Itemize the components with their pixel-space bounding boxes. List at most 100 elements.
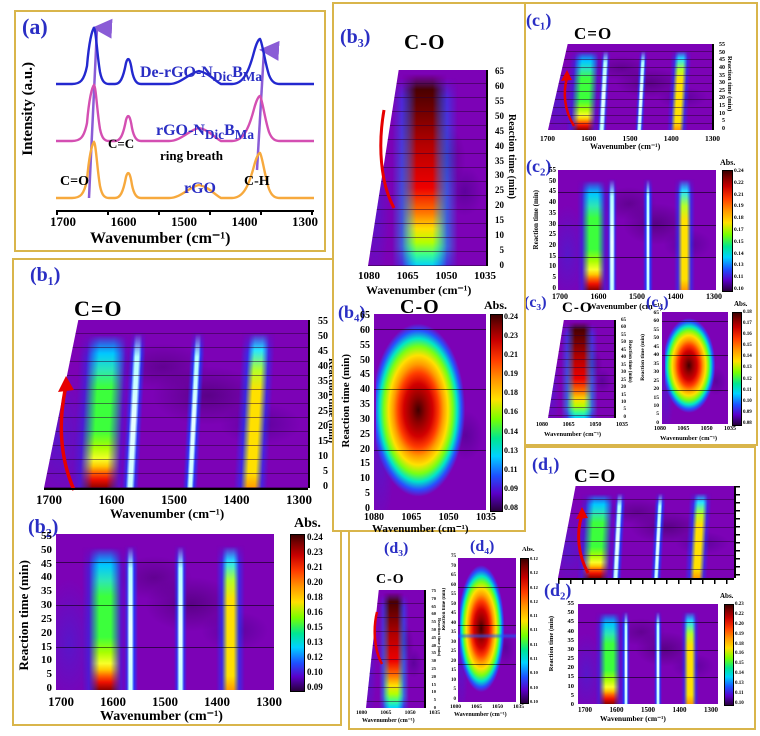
c3-right-tick-labels: 0 5 10 15 20 25 30 35 40 45 50 55 60 65	[617, 318, 626, 420]
panel-c1: C=O 0 5 10 15 20 25 30 3	[536, 8, 754, 156]
tick-label: 55	[41, 530, 52, 542]
tick-label: 45	[41, 557, 52, 570]
tick-label: 0.20	[735, 621, 744, 627]
d4-colorbar	[520, 558, 529, 704]
band-cc	[126, 534, 135, 690]
panel-d4-heatmap	[458, 558, 516, 702]
gridline-20	[662, 389, 728, 391]
tick-label: 40	[431, 642, 437, 648]
c4-x-axis-label: Wavenumber (cm⁻¹)	[660, 435, 718, 442]
tick-label: 1500	[629, 292, 645, 301]
tick-label: 5	[722, 118, 725, 125]
b4-colorbar-ticks: 0.24 0.23 0.21 0.19 0.18 0.16 0.14 0.13 0.11 0.09…	[504, 312, 518, 512]
tick-label: 0.24	[307, 532, 323, 542]
red-arrow-icon	[576, 507, 590, 574]
tick-label: 0	[499, 259, 505, 270]
tick-label: 55	[549, 166, 556, 174]
waterfall-lines	[558, 486, 734, 578]
tick-label: 0.24	[504, 312, 518, 321]
d3-x-tick-labels: 1080 1065 1050 1035	[356, 710, 440, 716]
panel-c3-title: C-O	[562, 300, 593, 316]
tick-label: 0.10	[307, 667, 323, 677]
tick-label: 1600	[110, 214, 137, 229]
d2-colorbar	[724, 604, 734, 706]
gridline-15	[56, 647, 274, 649]
tick-label: 35	[318, 376, 328, 387]
tick-label: 5	[623, 407, 627, 413]
gridline-20	[374, 449, 486, 451]
tick-label: 0.21	[307, 562, 323, 572]
tick-label: 1065	[471, 704, 482, 710]
tick-label: 10	[719, 110, 725, 117]
panel-a-plot: De-rGO-NDicBMa rGO-NDicBMa rGO C=O C=C r…	[54, 18, 316, 212]
c4-colorbar	[732, 312, 742, 426]
tick-label: 0	[570, 700, 574, 708]
group-box-a: (a) Intensity (a.u.) De-rGO-NDicBMa rGO-…	[14, 10, 326, 252]
b4-x-axis-label: Wavenumber (cm⁻¹)	[372, 523, 469, 535]
gridline-15	[558, 257, 716, 259]
gridline-60	[374, 329, 486, 331]
tick-label: 65	[360, 310, 370, 321]
tick-label: 0	[722, 125, 725, 132]
c2-y-axis-label: Reaction time (min)	[532, 190, 540, 250]
tick-label: 15	[719, 103, 725, 109]
b2-colorbar-title: Abs.	[294, 516, 321, 531]
a-y-axis-label: Intensity (a.u.)	[20, 62, 36, 156]
tick-label: 30	[495, 170, 504, 181]
group-box-b12: (b₁) C=O	[12, 258, 342, 726]
tick-label: 0.08	[504, 502, 518, 512]
tick-label: 10	[567, 682, 575, 690]
gridline-30	[56, 604, 274, 606]
curve-label-rgo: rGO	[184, 180, 216, 197]
tick-label: 1080	[356, 710, 367, 716]
tick-label: 50	[719, 49, 725, 56]
panel-b3-title: C-O	[404, 30, 446, 54]
gridline-40	[374, 389, 486, 391]
panel-b1: C=O 0 5 10 15 20 25 30 3	[18, 268, 337, 521]
tick-label: 40	[451, 620, 456, 626]
tick-label: 20	[653, 386, 660, 393]
tick-label: 0.22	[734, 179, 744, 186]
band-cc	[623, 604, 629, 704]
annotation-ch: C-H	[244, 174, 270, 189]
tick-label: 0.12	[530, 556, 538, 561]
tick-label: 25	[567, 655, 575, 663]
tick-label: 0.20	[307, 577, 323, 587]
tick-label: 0.23	[307, 547, 323, 557]
c2-x-axis-label: Wavenumber (cm⁻¹)	[588, 301, 663, 311]
gridline-60	[662, 320, 728, 322]
tick-label: 15	[451, 668, 456, 674]
tick-label: 35	[360, 399, 370, 411]
tick-label: 5	[552, 273, 557, 282]
red-arrow-icon	[561, 70, 576, 127]
waterfall-lines	[548, 320, 614, 418]
tick-label: 1035	[473, 270, 496, 282]
group-box-b34: (b₃) C-O 0 5 10 15 20 25 30 35 40 45 50 55 60 65 Reac…	[332, 2, 526, 535]
tick-label: 0.14	[743, 354, 752, 360]
d2-colorbar-title: Abs.	[720, 592, 734, 600]
tick-label: 1065	[396, 270, 419, 282]
tick-label: 0.12	[530, 598, 538, 604]
tick-label: 25	[621, 377, 626, 383]
c1-y-axis-label: Reaction time (min)	[726, 56, 733, 112]
tick-label: 5	[570, 691, 574, 699]
red-arrow-icon	[58, 376, 76, 491]
tick-label: 55	[451, 592, 456, 598]
d2-y-axis-label: Reaction time (min)	[548, 616, 555, 672]
tick-label: 30	[451, 639, 456, 645]
tick-label: 55	[318, 316, 328, 327]
tick-label: 5	[433, 697, 436, 703]
tick-label: 0.08	[743, 420, 752, 426]
tick-label: 0.16	[307, 607, 323, 617]
tick-label: 1600	[98, 492, 125, 507]
b3-right-tick-labels: 0 5 10 15 20 25 30 35 40 45 50 55 60 65	[490, 66, 504, 270]
tick-label: 70	[431, 595, 437, 601]
tick-label: 1700	[36, 492, 62, 507]
tick-label: 0.18	[735, 641, 744, 647]
tick-label: 20	[451, 658, 456, 664]
tick-label: 1700	[578, 706, 592, 714]
tick-label: 45	[719, 57, 725, 64]
ch-up-arrow-icon	[255, 40, 280, 171]
tick-label: 0.09	[504, 483, 518, 493]
tick-label: 75	[451, 554, 456, 559]
